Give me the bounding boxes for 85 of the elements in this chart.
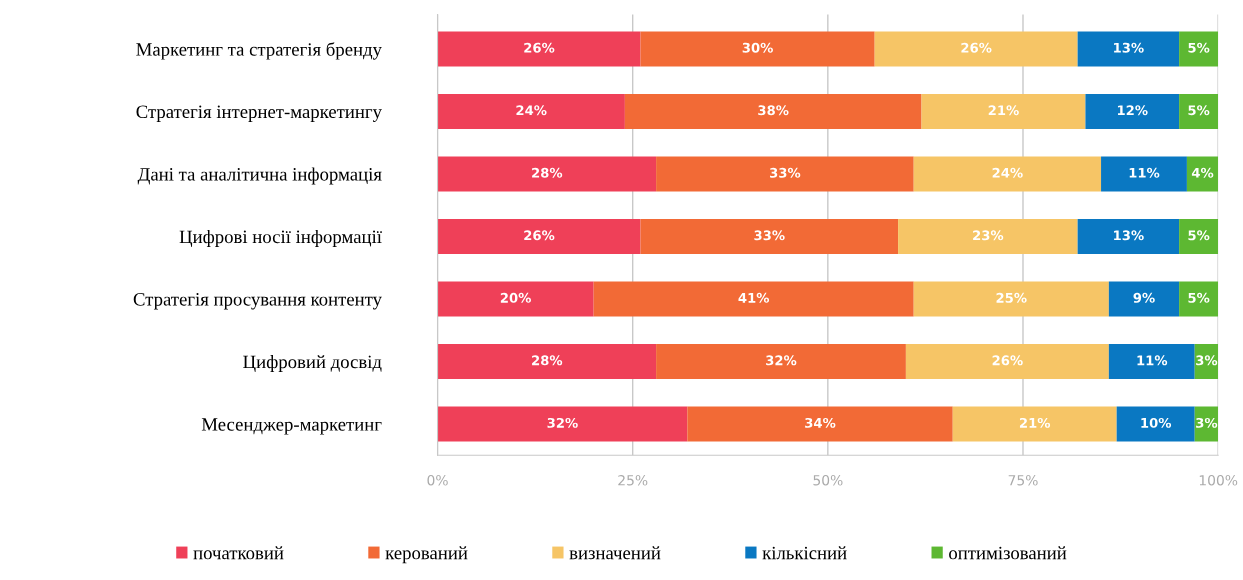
data-label: 26% <box>524 42 555 53</box>
y-tick-label: Стратегія інтернет-маркетингу <box>136 105 382 122</box>
data-label: 24% <box>992 167 1023 178</box>
data-label: 3% <box>1196 355 1218 366</box>
data-label: 24% <box>516 105 547 116</box>
bar <box>593 281 914 317</box>
data-label: 13% <box>1114 42 1144 53</box>
data-label: 5% <box>1188 292 1210 303</box>
legend-label: початковий <box>193 546 284 560</box>
data-label: 32% <box>547 417 578 428</box>
legend-label: керований <box>385 546 468 564</box>
x-tick-label: 0% <box>427 474 448 486</box>
data-label: 23% <box>973 230 1004 241</box>
bar <box>1108 344 1195 380</box>
bar <box>437 156 657 192</box>
data-label: 4% <box>1191 167 1214 178</box>
data-label: 20% <box>500 292 531 303</box>
data-label: 33% <box>754 230 785 241</box>
bar <box>656 156 914 192</box>
bar <box>913 156 1102 192</box>
bar <box>1179 93 1219 129</box>
data-label: 30% <box>742 42 773 53</box>
bar <box>1179 31 1219 67</box>
bar <box>656 344 906 380</box>
y-tick-label: Цифрові носії інформації <box>179 229 382 247</box>
bar <box>1179 281 1219 317</box>
bar <box>687 406 953 442</box>
data-label: 10% <box>1141 417 1172 428</box>
legend-label: визначений <box>569 546 661 560</box>
data-label: 28% <box>532 167 563 178</box>
bar <box>1101 156 1187 192</box>
data-label: 9% <box>1133 292 1155 303</box>
data-label: 5% <box>1188 230 1210 241</box>
data-label: 12% <box>1117 105 1148 116</box>
bar <box>437 406 688 442</box>
bar <box>1085 93 1180 129</box>
bar <box>1108 281 1180 317</box>
bar <box>1186 156 1219 192</box>
data-label: 11% <box>1129 167 1160 178</box>
bar <box>1179 218 1219 254</box>
data-label: 21% <box>988 105 1019 116</box>
x-tick-label: 50% <box>813 474 843 486</box>
y-tick-label: Стратегія просування контенту <box>133 293 382 310</box>
data-label: 26% <box>961 42 992 53</box>
x-tick-label: 100% <box>1199 474 1238 486</box>
bar <box>640 31 875 67</box>
bar <box>437 281 594 317</box>
bar <box>1116 406 1195 442</box>
bar <box>437 218 641 254</box>
bar <box>913 281 1109 317</box>
data-label: 13% <box>1114 230 1144 241</box>
y-tick-label: Цифровий досвід <box>243 355 382 373</box>
bar <box>1077 218 1180 254</box>
data-label: 25% <box>996 292 1027 303</box>
legend-label: кількісний <box>762 546 847 560</box>
x-tick-label: 75% <box>1008 474 1038 486</box>
bar <box>437 31 641 67</box>
bar <box>921 93 1086 129</box>
bar <box>898 218 1078 254</box>
bar <box>905 344 1109 380</box>
data-label: 34% <box>805 417 836 428</box>
legend-label: оптимізований <box>949 546 1067 560</box>
data-label: 21% <box>1019 417 1051 428</box>
data-label: 3% <box>1196 417 1218 428</box>
y-tick-label: Месенджер-маркетинг <box>201 418 382 435</box>
y-tick-label: Маркетинг та стратегія бренду <box>136 42 382 60</box>
bar <box>437 93 625 129</box>
data-label: 38% <box>758 105 789 116</box>
bar <box>874 31 1078 67</box>
bar <box>640 218 899 254</box>
y-tick-label: Дані та аналітична інформація <box>137 167 382 185</box>
bar <box>952 406 1117 442</box>
x-tick-label: 25% <box>618 474 648 486</box>
data-label: 28% <box>532 355 563 366</box>
data-label: 33% <box>770 167 801 178</box>
bar <box>437 344 657 380</box>
bar <box>624 93 922 129</box>
data-label: 26% <box>524 230 555 241</box>
data-label: 5% <box>1188 105 1210 116</box>
data-label: 11% <box>1137 355 1168 366</box>
data-label: 32% <box>766 355 797 366</box>
data-label: 5% <box>1188 42 1210 53</box>
bar <box>1077 31 1180 67</box>
data-label: 41% <box>738 292 770 303</box>
data-label: 26% <box>992 355 1023 366</box>
